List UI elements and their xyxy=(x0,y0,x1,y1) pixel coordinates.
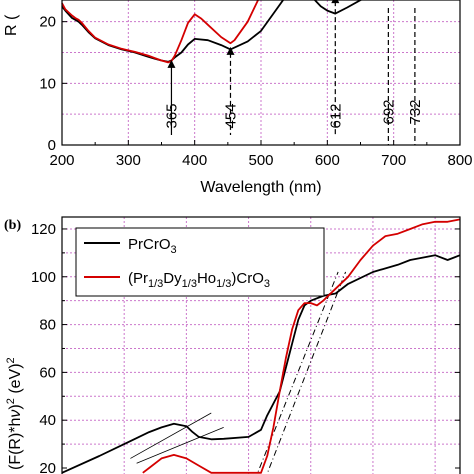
bottom-y-axis-label: (F(R)*hν)2 (eV)2 xyxy=(5,357,24,470)
top-x-tick-label: 200 xyxy=(49,152,74,169)
top-x-tick-label: 700 xyxy=(381,152,406,169)
bottom-series-line-2 xyxy=(142,218,461,474)
bottom-grid xyxy=(62,217,460,474)
annotation-arrowhead xyxy=(331,0,340,4)
panel-label-b: (b) xyxy=(4,218,21,233)
annotation-arrowhead xyxy=(226,46,235,55)
top-x-tick-label: 800 xyxy=(447,152,472,169)
annotation-label: 454 xyxy=(222,103,239,128)
top-x-tick-label: 500 xyxy=(248,152,273,169)
legend-label-mixed: (Pr1/3Dy1/3Ho1/3)CrO3 xyxy=(128,270,270,290)
top-y-tick-label: 0 xyxy=(48,137,56,154)
bottom-fit-lines xyxy=(130,271,347,474)
bottom-y-tick-label: 80 xyxy=(39,317,56,334)
bottom-plot-frame xyxy=(61,216,461,474)
bottom-y-tick-label: 40 xyxy=(39,412,56,429)
annotation-label: 365 xyxy=(163,103,180,128)
top-y-axis-label: R ( xyxy=(3,14,20,36)
top-x-tick-label: 400 xyxy=(182,152,207,169)
fit-line-thin-2 xyxy=(136,426,224,464)
bottom-y-tick-label: 120 xyxy=(31,221,56,238)
top-ticks: 200 300 400 500 600 700 800 0 10 20 xyxy=(39,14,472,169)
top-grid xyxy=(62,0,460,145)
legend-label-prcro3: PrCrO3 xyxy=(128,236,177,256)
annotation-label: 692 xyxy=(380,99,397,124)
bottom-series-group xyxy=(61,218,461,474)
bottom-y-tick-label: 60 xyxy=(39,364,56,381)
fit-line-dashdot-1 xyxy=(256,271,339,474)
reflectance-chart: 365 454 612 692 732 200 300 400 500 600 700 800 0 10… xyxy=(3,0,473,196)
bottom-ticks: 20 40 60 80 100 120 xyxy=(31,221,460,474)
top-x-tick-label: 600 xyxy=(315,152,340,169)
top-series-line-2 xyxy=(61,0,260,64)
bottom-y-tick-label: 20 xyxy=(39,460,56,474)
top-x-tick-label: 300 xyxy=(116,152,141,169)
legend: PrCrO3 (Pr1/3Dy1/3Ho1/3)CrO3 xyxy=(75,227,325,297)
top-x-axis-label: Wavelength (nm) xyxy=(200,179,321,196)
tauc-plot-chart: (b) 20 40 60 80 100 120 PrCrO3 (Pr1/3Dy1/3Ho1… xyxy=(4,216,461,474)
bottom-y-tick-label: 100 xyxy=(31,269,56,286)
annotation-label: 612 xyxy=(327,103,344,128)
fit-line-dashdot-2 xyxy=(266,271,347,474)
top-series-group xyxy=(61,0,363,64)
legend-box xyxy=(75,227,325,297)
top-annotations: 365 454 612 692 732 xyxy=(163,0,424,145)
top-y-tick-label: 20 xyxy=(39,14,56,31)
annotation-label: 732 xyxy=(407,99,424,124)
bottom-series-line-1 xyxy=(61,254,461,474)
fit-line-thin-1 xyxy=(130,412,212,459)
top-series-line-1 xyxy=(61,0,363,63)
annotation-arrowhead xyxy=(167,59,176,68)
top-y-tick-label: 10 xyxy=(39,75,56,92)
